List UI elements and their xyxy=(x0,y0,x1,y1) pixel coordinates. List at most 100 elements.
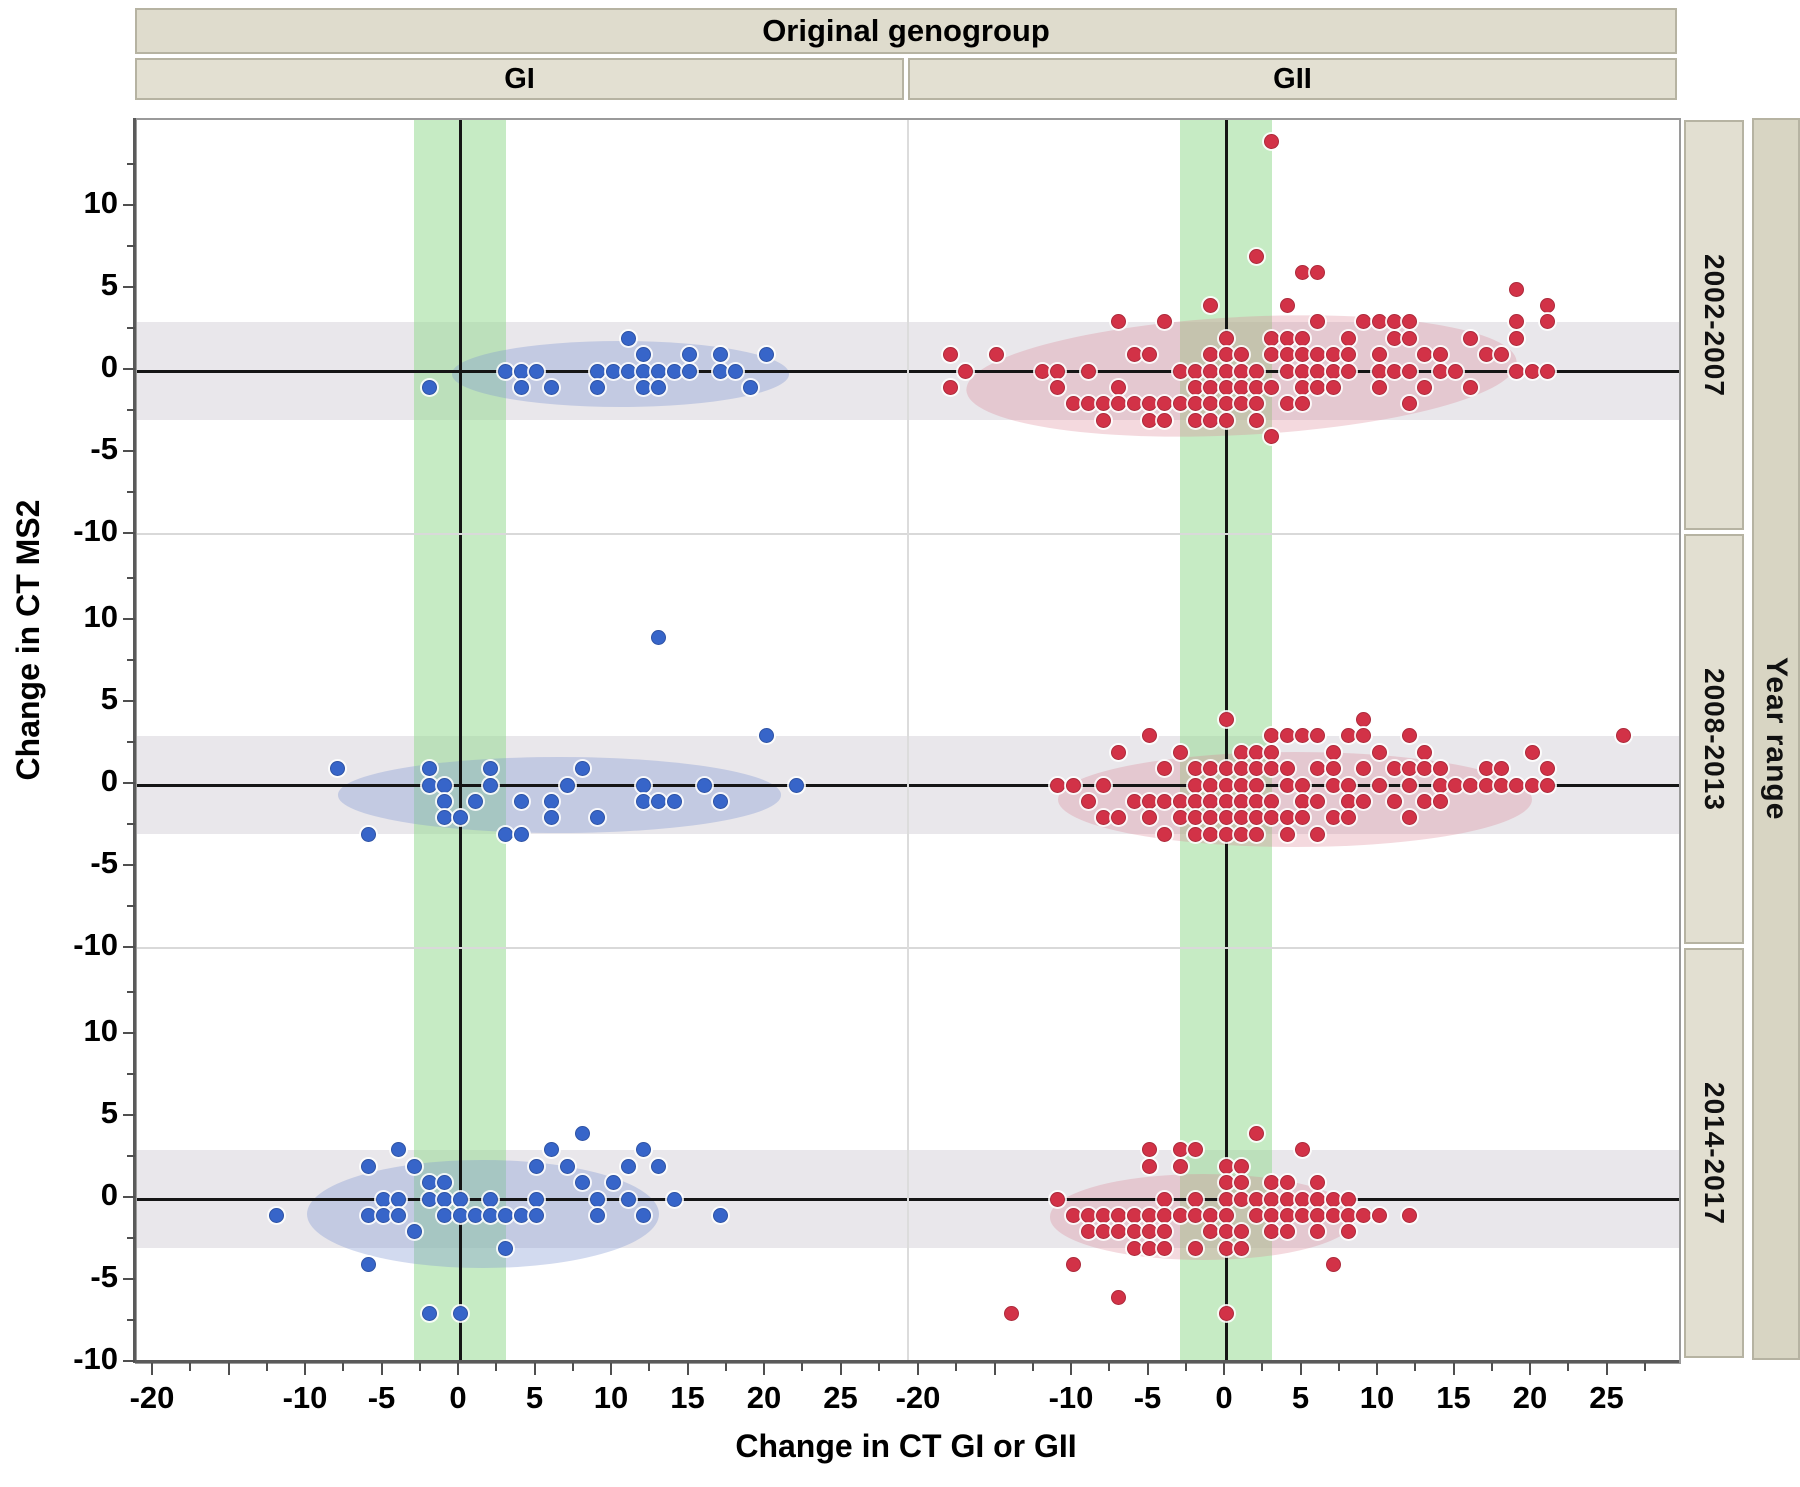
data-point xyxy=(483,1207,499,1223)
data-point xyxy=(1233,1191,1249,1207)
facet-column-gi: GI xyxy=(135,58,904,100)
x-tick-label: 10 xyxy=(1359,1380,1395,1415)
y-tick-label: -5 xyxy=(90,845,118,880)
axis-tick xyxy=(123,368,135,370)
data-point xyxy=(1111,744,1127,760)
year-range-strip-label: Year range xyxy=(1760,657,1793,821)
data-point xyxy=(1218,761,1234,777)
data-point xyxy=(1080,363,1096,379)
zero-line-vertical xyxy=(459,948,462,1362)
data-point xyxy=(620,330,636,346)
data-point xyxy=(1172,1158,1188,1174)
data-point xyxy=(452,1306,468,1322)
data-point xyxy=(1356,761,1372,777)
axis-tick xyxy=(127,163,135,165)
facet-outer-year-range: Year range xyxy=(1752,118,1800,1360)
facet-row-2008-2013: 2008-2013 xyxy=(1684,534,1744,944)
facet-row-2014-2017: 2014-2017 xyxy=(1684,948,1744,1358)
data-point xyxy=(1417,347,1433,363)
axis-tick xyxy=(127,659,135,661)
data-point xyxy=(1310,265,1326,281)
data-point xyxy=(1172,810,1188,826)
data-point xyxy=(452,1207,468,1223)
data-point xyxy=(1187,1207,1203,1223)
data-point xyxy=(1111,1207,1127,1223)
data-point xyxy=(1264,1207,1280,1223)
data-point xyxy=(1524,777,1540,793)
data-point xyxy=(1111,379,1127,395)
data-point xyxy=(1157,761,1173,777)
axis-tick xyxy=(917,1363,919,1375)
axis-tick xyxy=(1070,1363,1072,1375)
data-point xyxy=(1356,1207,1372,1223)
data-point xyxy=(1187,777,1203,793)
data-point xyxy=(1493,761,1509,777)
data-point xyxy=(1233,826,1249,842)
data-point xyxy=(1203,363,1219,379)
x-tick-label: 25 xyxy=(1589,1380,1624,1415)
data-point xyxy=(1218,793,1234,809)
axis-tick xyxy=(801,1363,804,1371)
data-point xyxy=(452,810,468,826)
x-tick-label: 15 xyxy=(1436,1380,1471,1415)
x-tick-label: -5 xyxy=(1133,1380,1162,1415)
data-point xyxy=(651,363,667,379)
axis-tick xyxy=(1452,1363,1455,1375)
data-point xyxy=(1111,396,1127,412)
data-point xyxy=(1432,761,1448,777)
data-point xyxy=(590,1207,606,1223)
data-point xyxy=(1203,297,1219,313)
data-point xyxy=(1325,379,1341,395)
data-point xyxy=(1126,347,1142,363)
data-point xyxy=(421,761,437,777)
data-point xyxy=(1402,777,1418,793)
y-tick-label: -10 xyxy=(73,1341,118,1376)
axis-tick xyxy=(877,1363,880,1371)
axis-tick xyxy=(304,1363,306,1375)
data-point xyxy=(1402,1207,1418,1223)
data-point xyxy=(1218,711,1234,727)
data-point xyxy=(1356,728,1372,744)
data-point xyxy=(1096,1207,1112,1223)
x-tick-label: -10 xyxy=(282,1380,328,1415)
data-point xyxy=(605,363,621,379)
data-point xyxy=(1310,1224,1326,1240)
data-point xyxy=(1402,330,1418,346)
data-point xyxy=(1157,1224,1173,1240)
data-point xyxy=(743,379,759,395)
y-tick-label: -5 xyxy=(90,431,118,466)
data-point xyxy=(1325,810,1341,826)
axis-tick xyxy=(127,991,135,993)
data-point xyxy=(1233,347,1249,363)
data-point xyxy=(376,1191,391,1207)
x-axis-line xyxy=(133,1360,1679,1363)
axis-tick xyxy=(123,450,135,452)
data-point xyxy=(268,1207,284,1223)
data-point xyxy=(1417,793,1433,809)
data-point xyxy=(1187,826,1203,842)
data-point xyxy=(1249,793,1265,809)
data-point xyxy=(1157,1207,1173,1223)
data-point xyxy=(1249,1191,1265,1207)
data-point xyxy=(330,761,346,777)
data-point xyxy=(1463,379,1479,395)
data-point xyxy=(1264,347,1280,363)
data-point xyxy=(1218,412,1234,428)
y-tick-label: 5 xyxy=(100,681,118,716)
data-point xyxy=(1249,744,1265,760)
data-point xyxy=(1279,347,1295,363)
data-point xyxy=(1295,330,1310,346)
data-point xyxy=(391,1142,407,1158)
data-point xyxy=(1218,1240,1234,1256)
axis-tick xyxy=(151,1363,153,1375)
data-point xyxy=(1310,314,1326,330)
data-point xyxy=(697,777,713,793)
data-point xyxy=(1157,314,1173,330)
data-point xyxy=(437,810,453,826)
data-point xyxy=(1249,761,1265,777)
axis-tick xyxy=(763,1363,765,1375)
data-point xyxy=(666,1191,682,1207)
data-point xyxy=(789,777,805,793)
data-point xyxy=(590,810,606,826)
data-point xyxy=(1126,1207,1142,1223)
